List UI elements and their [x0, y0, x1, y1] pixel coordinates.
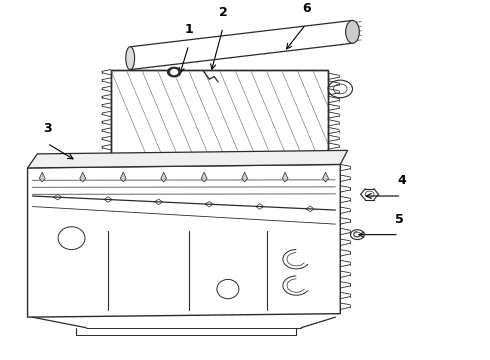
- Bar: [40, 245, 101, 300]
- Polygon shape: [27, 165, 340, 317]
- Polygon shape: [242, 172, 247, 182]
- Polygon shape: [323, 172, 329, 182]
- Text: 2: 2: [219, 6, 227, 19]
- Text: 5: 5: [394, 213, 403, 226]
- Ellipse shape: [345, 21, 359, 43]
- Polygon shape: [161, 172, 167, 182]
- Bar: [194, 245, 260, 300]
- Polygon shape: [39, 172, 45, 182]
- Ellipse shape: [217, 279, 239, 299]
- Circle shape: [167, 67, 181, 77]
- Bar: [274, 245, 333, 300]
- Polygon shape: [80, 172, 86, 182]
- Text: 6: 6: [302, 2, 310, 15]
- Circle shape: [171, 69, 177, 75]
- Text: 3: 3: [43, 122, 51, 135]
- Bar: [111, 69, 328, 170]
- Text: 1: 1: [184, 23, 193, 36]
- Polygon shape: [27, 150, 347, 168]
- Text: 4: 4: [397, 174, 406, 187]
- Polygon shape: [282, 172, 288, 182]
- Polygon shape: [120, 172, 126, 182]
- Bar: [111, 69, 328, 170]
- Polygon shape: [201, 172, 207, 182]
- Polygon shape: [130, 21, 352, 69]
- Ellipse shape: [58, 227, 85, 249]
- Bar: [116, 245, 181, 300]
- Ellipse shape: [126, 47, 135, 69]
- Bar: [37, 175, 331, 310]
